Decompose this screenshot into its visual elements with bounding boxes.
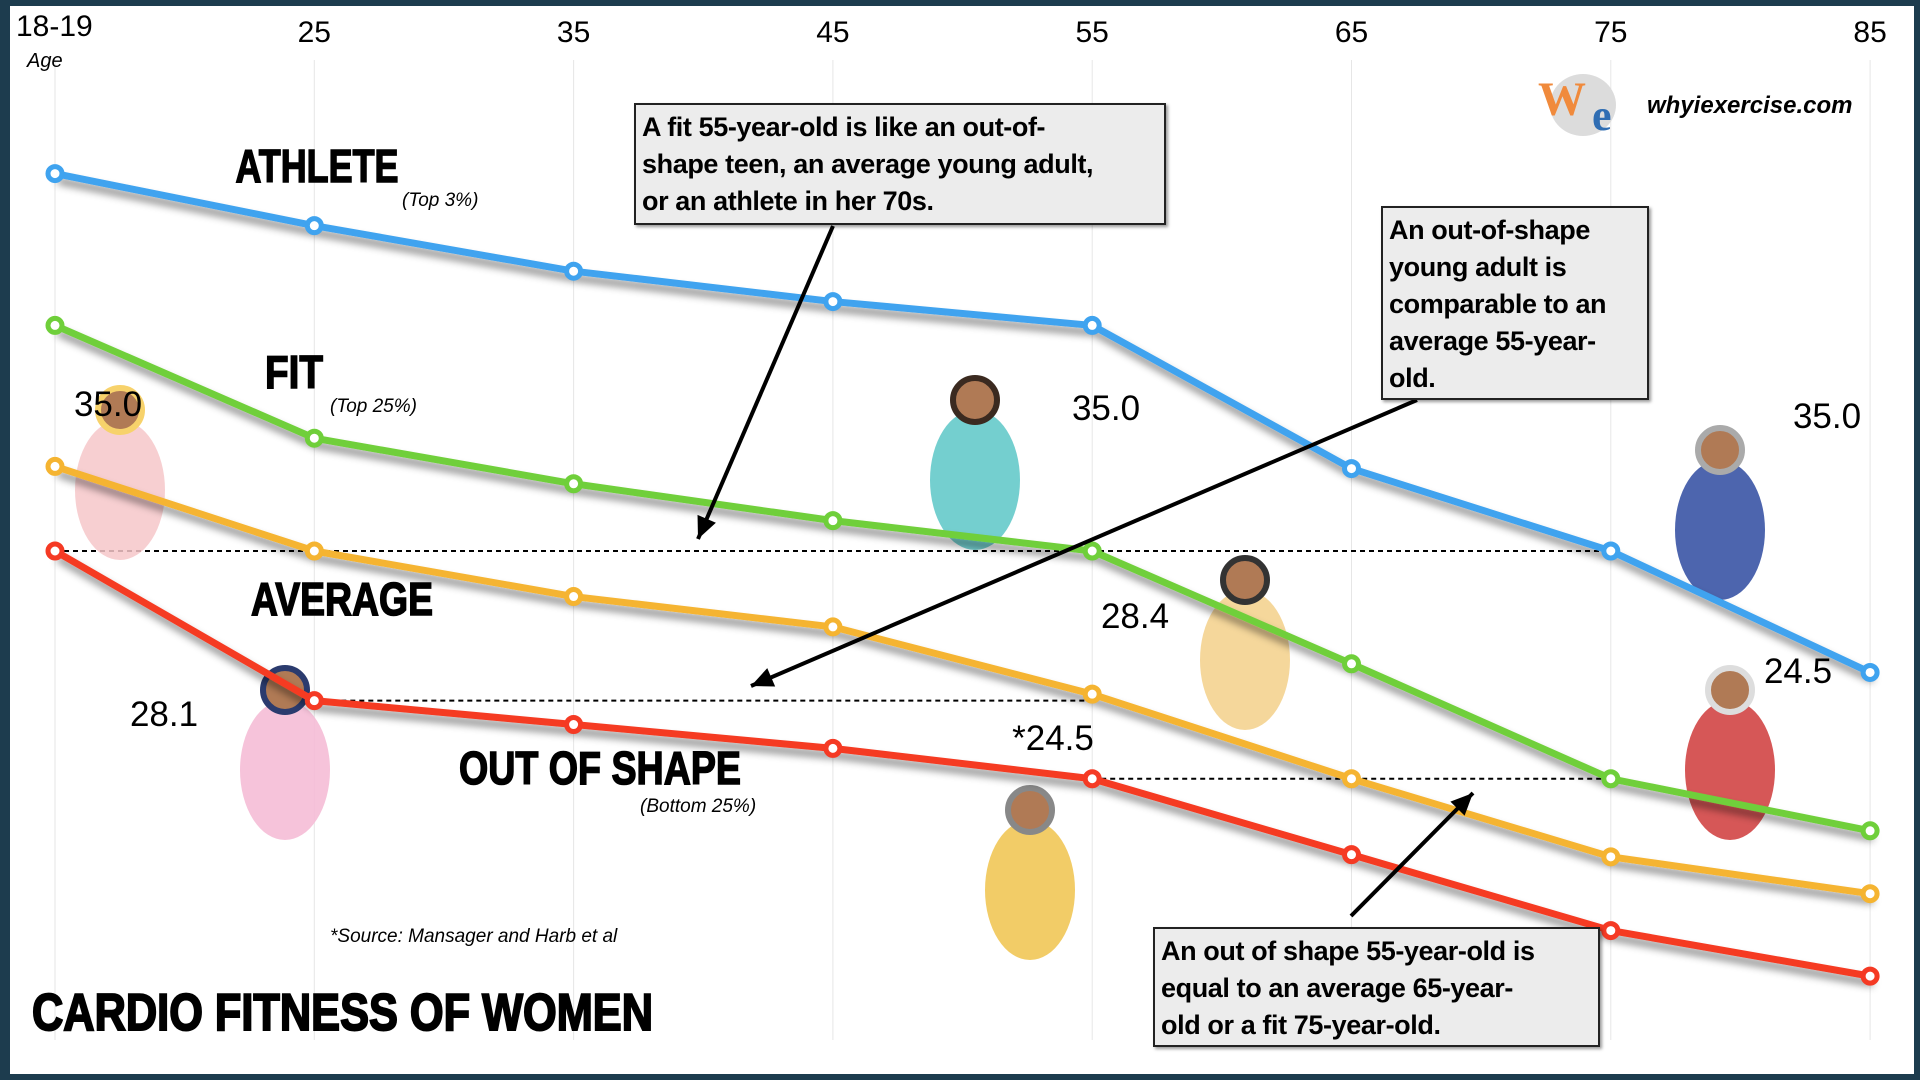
note-line: A fit 55-year-old is like an out-of- <box>642 112 1046 142</box>
chart-title: CARDIO FITNESS OF WOMEN <box>32 984 653 1042</box>
website-link[interactable]: whyiexercise.com <box>1647 92 1853 119</box>
data-point <box>1082 315 1102 335</box>
data-point <box>1860 662 1880 682</box>
data-point <box>304 691 324 711</box>
value-label: 35.0 <box>1793 397 1861 436</box>
series-line-out-of-shape <box>53 547 1871 980</box>
data-point <box>823 617 843 637</box>
source-note: *Source: Mansager and Harb et al <box>330 926 618 947</box>
value-label: *24.5 <box>1012 719 1094 758</box>
x-tick-label: 75 <box>1594 16 1627 49</box>
note-line: old or a fit 75-year-old. <box>1161 1010 1441 1040</box>
note-line: average 55-year- <box>1389 326 1596 356</box>
data-point <box>1860 821 1880 841</box>
series-subtitle: (Bottom 25%) <box>640 796 756 817</box>
data-point <box>45 164 65 184</box>
data-point <box>564 261 584 281</box>
tennis-player-figure <box>930 410 1020 550</box>
data-point <box>45 541 65 561</box>
value-label: 28.1 <box>130 695 198 734</box>
annotation-arrow <box>696 225 835 540</box>
series-line-athlete <box>54 170 1872 676</box>
x-axis-label: Age <box>27 50 63 72</box>
series-line-average <box>53 463 1871 898</box>
data-point <box>1342 769 1361 789</box>
note-line: old. <box>1389 363 1436 393</box>
value-label: 24.5 <box>1764 652 1832 691</box>
value-label: 35.0 <box>74 385 142 424</box>
note-line: or an athlete in her 70s. <box>642 186 934 216</box>
data-point <box>1082 769 1102 789</box>
value-label: 28.4 <box>1101 597 1169 636</box>
laptop-woman-figure-head <box>95 385 145 435</box>
note-line: shape teen, an average young adult, <box>642 149 1094 179</box>
runner-figure <box>1675 460 1765 600</box>
x-tick-label: 45 <box>816 16 849 49</box>
data-point <box>1082 541 1102 561</box>
data-point <box>45 315 65 335</box>
tennis-player-figure-head <box>950 375 1000 425</box>
popcorn-woman-figure <box>240 700 330 840</box>
data-point <box>1342 459 1361 479</box>
data-point <box>823 292 843 312</box>
data-point <box>823 511 843 531</box>
series-label: ATHLETE <box>236 140 399 192</box>
note-line: An out-of-shape <box>1389 215 1590 245</box>
annotation-out-of-shape-55: An out of shape 55-year-old is equal to … <box>1153 927 1600 1047</box>
series-label: FIT <box>265 346 323 398</box>
data-point <box>304 216 324 236</box>
annotation-arrow <box>750 398 1418 688</box>
arrowhead-icon <box>1450 793 1473 816</box>
note-line: comparable to an <box>1389 289 1607 319</box>
note-line: young adult is <box>1389 252 1567 282</box>
x-tick-label: 65 <box>1335 16 1368 49</box>
data-point <box>45 456 65 476</box>
data-point <box>1601 769 1621 789</box>
x-tick-label: 55 <box>1076 16 1109 49</box>
series-subtitle: (Top 25%) <box>330 396 417 417</box>
arrowhead-icon <box>751 668 776 687</box>
brand-logo: W e <box>1538 72 1624 140</box>
data-point <box>564 587 584 607</box>
data-point <box>304 428 324 448</box>
data-point <box>1860 966 1880 986</box>
cyclist-figure-head <box>1220 555 1270 605</box>
data-point <box>564 474 584 494</box>
x-tick-label: 25 <box>298 16 331 49</box>
hiker-figure-head <box>1705 665 1755 715</box>
data-point <box>1342 845 1361 865</box>
data-point <box>564 715 584 735</box>
cyclist-figure <box>1200 590 1290 730</box>
series-subtitle: (Top 3%) <box>402 190 478 211</box>
arrowhead-icon <box>697 514 716 539</box>
x-tick-label: 85 <box>1853 16 1886 49</box>
annotation-out-of-shape-young: An out-of-shape young adult is comparabl… <box>1381 206 1649 400</box>
reclining-woman-figure-head <box>1005 785 1055 835</box>
x-tick-label: 35 <box>557 16 590 49</box>
runner-figure-head <box>1695 425 1745 475</box>
data-point <box>1601 541 1621 561</box>
note-line: equal to an average 65-year- <box>1161 973 1513 1003</box>
reclining-woman-figure <box>985 820 1075 960</box>
data-point <box>1860 884 1880 904</box>
series-label: OUT OF SHAPE <box>459 742 741 794</box>
x-tick-label: 18-19 <box>16 10 93 43</box>
hiker-figure <box>1685 700 1775 840</box>
data-point <box>1342 654 1361 674</box>
note-line: An out of shape 55-year-old is <box>1161 936 1535 966</box>
data-point <box>823 738 843 758</box>
value-label: 35.0 <box>1072 389 1140 428</box>
data-point <box>304 541 324 561</box>
data-point <box>1601 847 1621 867</box>
series-line-fit <box>53 322 1871 835</box>
data-point <box>1082 684 1102 704</box>
series-label: AVERAGE <box>251 573 433 625</box>
data-point <box>1601 921 1621 941</box>
annotation-arrow <box>1349 791 1475 918</box>
annotation-fit-55: A fit 55-year-old is like an out-of- sha… <box>634 103 1166 225</box>
